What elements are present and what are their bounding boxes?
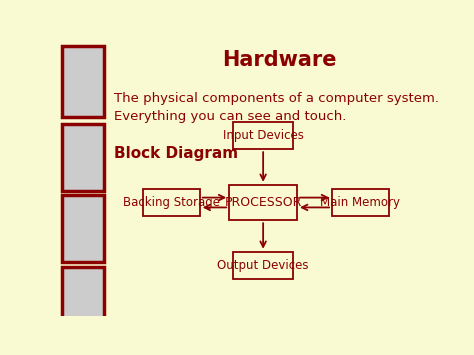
Text: Backing Storage: Backing Storage [123, 196, 220, 209]
Text: Block Diagram: Block Diagram [114, 146, 238, 161]
FancyBboxPatch shape [62, 195, 104, 262]
FancyBboxPatch shape [229, 185, 297, 220]
FancyBboxPatch shape [233, 252, 293, 279]
Text: Hardware: Hardware [222, 50, 337, 70]
FancyBboxPatch shape [62, 267, 104, 333]
Text: Everything you can see and touch.: Everything you can see and touch. [114, 110, 346, 124]
Text: The physical components of a computer system.: The physical components of a computer sy… [114, 92, 438, 105]
Text: PROCESSOR: PROCESSOR [225, 196, 302, 209]
FancyBboxPatch shape [233, 122, 293, 149]
FancyBboxPatch shape [62, 47, 104, 117]
Text: Main Memory: Main Memory [320, 196, 401, 209]
FancyBboxPatch shape [143, 189, 200, 216]
Text: Output Devices: Output Devices [218, 259, 309, 272]
FancyBboxPatch shape [62, 124, 104, 191]
Text: Input Devices: Input Devices [223, 129, 303, 142]
FancyBboxPatch shape [332, 189, 389, 216]
